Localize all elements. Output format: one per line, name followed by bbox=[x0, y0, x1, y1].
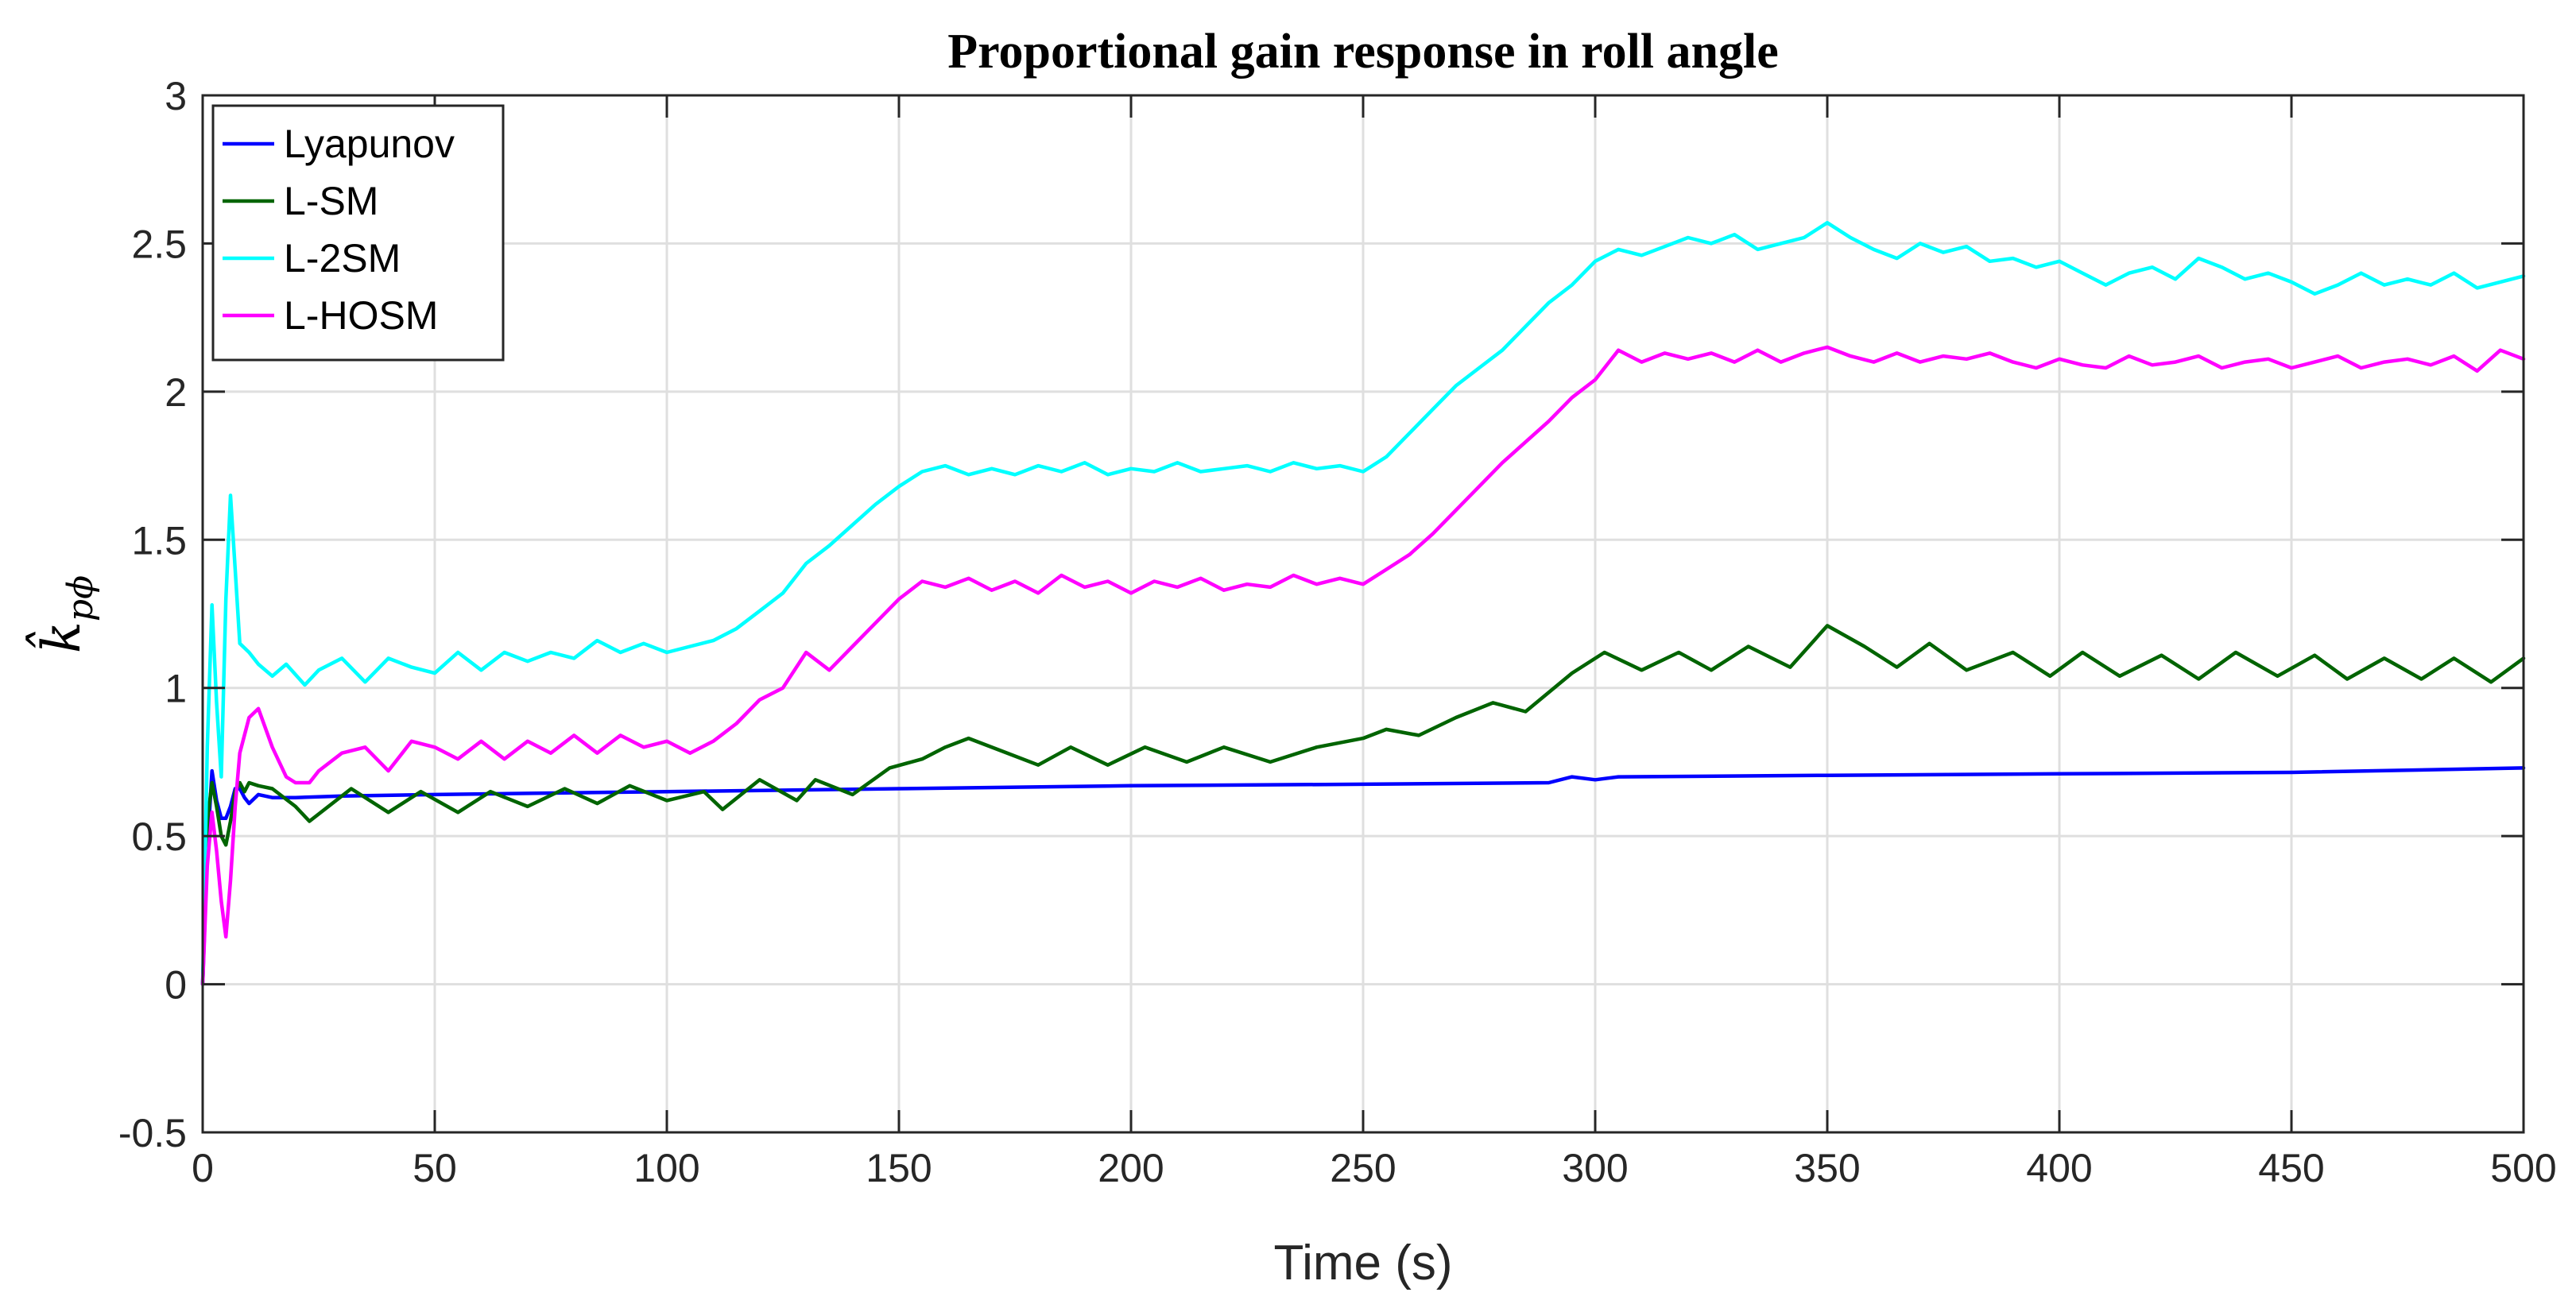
series-group bbox=[200, 221, 2526, 986]
legend-label-lyapunov: Lyapunov bbox=[284, 122, 455, 166]
legend: Lyapunov L-SM L-2SM L-HOSM bbox=[211, 104, 505, 362]
x-axis-label: Time (s) bbox=[1274, 1236, 1453, 1290]
x-tick-label: 500 bbox=[2490, 1146, 2556, 1190]
x-tick-label: 250 bbox=[1330, 1146, 1396, 1190]
series-line-l-2sm bbox=[200, 221, 2526, 986]
series-line-l-hosm bbox=[200, 345, 2526, 986]
legend-label-l-sm: L-SM bbox=[284, 179, 378, 223]
y-tick-label: 2 bbox=[165, 370, 187, 415]
x-tick-label: 350 bbox=[1794, 1146, 1860, 1190]
y-tick-label: -0.5 bbox=[118, 1111, 187, 1155]
x-tick-label: 450 bbox=[2258, 1146, 2324, 1190]
x-tick-label: 300 bbox=[1562, 1146, 1628, 1190]
y-tick-label: 0.5 bbox=[131, 815, 187, 859]
x-tick-label: 0 bbox=[192, 1146, 214, 1190]
svg-text:k̂pϕ: k̂pϕ bbox=[27, 575, 101, 653]
x-tick-label: 50 bbox=[413, 1146, 457, 1190]
x-tick-label: 200 bbox=[1098, 1146, 1164, 1190]
y-axis-label-symbol: k̂ bbox=[27, 621, 92, 653]
x-tick-label: 150 bbox=[866, 1146, 932, 1190]
y-tick-label: 1.5 bbox=[131, 518, 187, 563]
ticks: 0 50 100 150 200 250 300 350 400 450 500-0.500.511… bbox=[118, 74, 2557, 1190]
y-tick-label: 3 bbox=[165, 74, 187, 118]
legend-box bbox=[211, 104, 505, 362]
x-tick-label: 100 bbox=[633, 1146, 699, 1190]
y-tick-label: 2.5 bbox=[131, 222, 187, 266]
legend-label-l-hosm: L-HOSM bbox=[284, 293, 438, 338]
series-line-lyapunov bbox=[200, 766, 2526, 986]
y-tick-label: 1 bbox=[165, 667, 187, 711]
legend-label-l-2sm: L-2SM bbox=[284, 236, 401, 281]
y-axis-label: k̂pϕ bbox=[27, 575, 101, 653]
x-tick-label: 400 bbox=[2026, 1146, 2092, 1190]
chart-title: Proportional gain response in roll angle bbox=[947, 25, 1779, 79]
y-tick-label: 0 bbox=[165, 963, 187, 1008]
series-line-l-sm bbox=[200, 624, 2526, 986]
y-axis-label-subscript: pϕ bbox=[60, 575, 101, 621]
